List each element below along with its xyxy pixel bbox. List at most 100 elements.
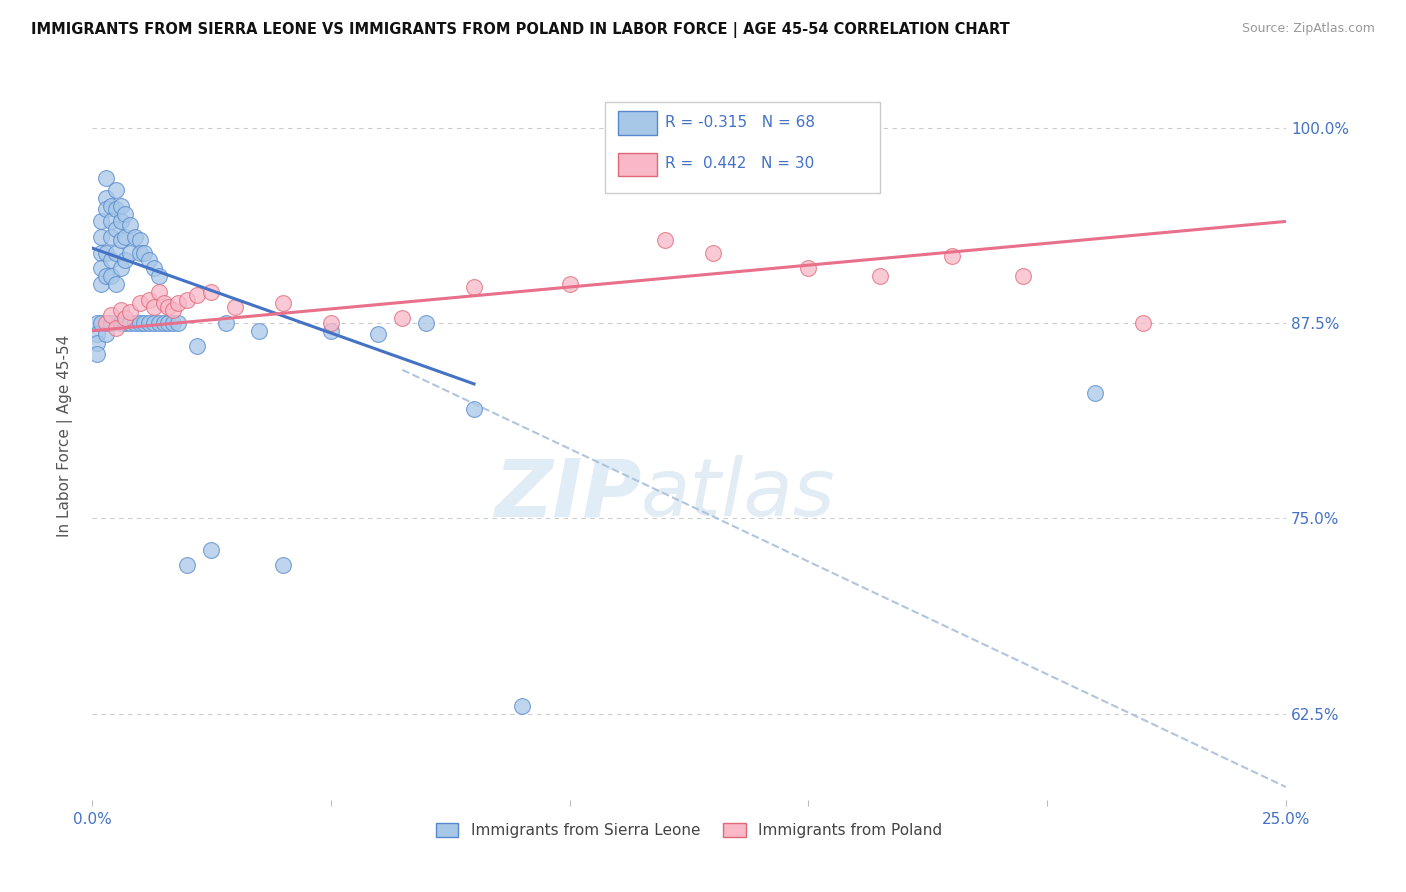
Point xyxy=(1012,269,1035,284)
Point xyxy=(114,206,136,220)
Point xyxy=(110,199,132,213)
Point xyxy=(186,288,208,302)
Point xyxy=(100,214,122,228)
Point xyxy=(114,230,136,244)
Point xyxy=(128,295,150,310)
Point xyxy=(271,558,294,573)
Point xyxy=(157,316,180,330)
Point xyxy=(510,698,533,713)
Point xyxy=(176,293,198,307)
Point xyxy=(162,303,184,318)
Point xyxy=(110,303,132,318)
Point xyxy=(100,316,122,330)
FancyBboxPatch shape xyxy=(619,153,657,176)
Point xyxy=(152,295,174,310)
Point xyxy=(367,326,389,341)
Point xyxy=(90,245,112,260)
Point xyxy=(157,301,180,315)
Point xyxy=(96,316,118,330)
Y-axis label: In Labor Force | Age 45-54: In Labor Force | Age 45-54 xyxy=(58,335,73,537)
Point xyxy=(90,277,112,291)
Point xyxy=(110,261,132,276)
Point xyxy=(104,222,127,236)
FancyBboxPatch shape xyxy=(619,112,657,135)
Point xyxy=(463,401,485,416)
Point xyxy=(110,316,132,330)
Point xyxy=(134,245,156,260)
Point xyxy=(86,316,108,330)
Legend: Immigrants from Sierra Leone, Immigrants from Poland: Immigrants from Sierra Leone, Immigrants… xyxy=(429,817,949,844)
Point xyxy=(148,285,170,299)
Point xyxy=(869,269,891,284)
Point xyxy=(90,261,112,276)
Point xyxy=(96,245,118,260)
Point xyxy=(200,285,222,299)
Point xyxy=(96,170,118,185)
Point xyxy=(100,253,122,268)
Text: R = -0.315   N = 68: R = -0.315 N = 68 xyxy=(665,115,815,130)
Point xyxy=(100,230,122,244)
Point xyxy=(152,316,174,330)
Point xyxy=(114,316,136,330)
Point xyxy=(96,202,118,216)
Point xyxy=(138,293,160,307)
Point xyxy=(463,280,485,294)
Point xyxy=(148,316,170,330)
Point xyxy=(96,191,118,205)
Point xyxy=(86,326,108,341)
Point xyxy=(104,183,127,197)
Point xyxy=(148,269,170,284)
Point xyxy=(100,308,122,322)
Point xyxy=(200,542,222,557)
Point xyxy=(558,277,581,291)
Point xyxy=(124,316,146,330)
Point xyxy=(128,233,150,247)
Point xyxy=(104,245,127,260)
Point xyxy=(120,245,142,260)
Point xyxy=(224,301,246,315)
Point xyxy=(143,301,166,315)
Point xyxy=(86,336,108,351)
Point xyxy=(104,202,127,216)
Point xyxy=(247,324,270,338)
Point xyxy=(176,558,198,573)
Point xyxy=(128,316,150,330)
Point xyxy=(96,269,118,284)
Point xyxy=(104,320,127,334)
Point xyxy=(1132,316,1154,330)
Point xyxy=(143,316,166,330)
Point xyxy=(319,324,342,338)
Point xyxy=(941,249,963,263)
Point xyxy=(186,339,208,353)
Point xyxy=(654,233,676,247)
Point xyxy=(134,316,156,330)
Point xyxy=(214,316,236,330)
Point xyxy=(271,295,294,310)
Point xyxy=(415,316,437,330)
Text: Source: ZipAtlas.com: Source: ZipAtlas.com xyxy=(1241,22,1375,36)
Point xyxy=(104,277,127,291)
Point xyxy=(702,245,724,260)
FancyBboxPatch shape xyxy=(606,102,880,193)
Point xyxy=(797,261,820,276)
Point xyxy=(167,316,190,330)
Point xyxy=(391,311,413,326)
Point xyxy=(110,233,132,247)
Point xyxy=(1084,386,1107,401)
Text: IMMIGRANTS FROM SIERRA LEONE VS IMMIGRANTS FROM POLAND IN LABOR FORCE | AGE 45-5: IMMIGRANTS FROM SIERRA LEONE VS IMMIGRAN… xyxy=(31,22,1010,38)
Point xyxy=(120,218,142,232)
Point xyxy=(167,295,190,310)
Point xyxy=(143,261,166,276)
Point xyxy=(90,316,112,330)
Point xyxy=(100,199,122,213)
Point xyxy=(90,230,112,244)
Point xyxy=(128,245,150,260)
Text: R =  0.442   N = 30: R = 0.442 N = 30 xyxy=(665,156,814,171)
Point xyxy=(96,326,118,341)
Text: ZIP: ZIP xyxy=(494,455,641,533)
Point xyxy=(90,214,112,228)
Point xyxy=(120,305,142,319)
Point xyxy=(138,253,160,268)
Point xyxy=(319,316,342,330)
Point xyxy=(110,214,132,228)
